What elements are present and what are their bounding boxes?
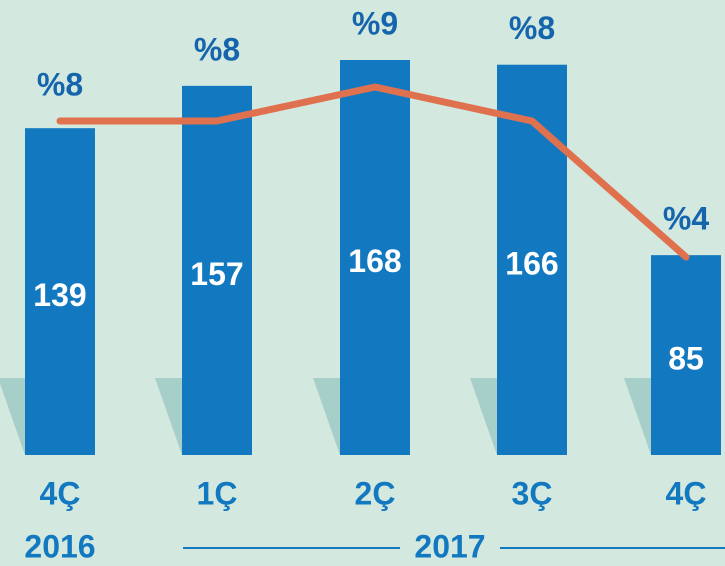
bar-value-label: 168 bbox=[348, 243, 401, 279]
line-value-label: %8 bbox=[509, 10, 555, 46]
bar-value-label: 139 bbox=[33, 277, 86, 313]
x-tick-label: 2Ç bbox=[355, 475, 396, 511]
line-value-label: %9 bbox=[352, 5, 398, 41]
bar-shadow bbox=[470, 378, 497, 455]
bar-value-label: 157 bbox=[190, 256, 243, 292]
bar-value-label: 85 bbox=[668, 341, 704, 377]
x-tick-label: 1Ç bbox=[197, 475, 238, 511]
line-value-label: %4 bbox=[663, 201, 709, 237]
bar-shadow bbox=[155, 378, 182, 455]
line bbox=[56, 83, 690, 261]
bar-shadow bbox=[0, 378, 25, 455]
line-value-label: %8 bbox=[194, 31, 240, 67]
bar bbox=[497, 64, 567, 455]
group-label: 2017 bbox=[414, 528, 485, 564]
bar bbox=[182, 85, 252, 455]
x-tick-label: 3Ç bbox=[512, 475, 553, 511]
group-label: 2016 bbox=[24, 528, 95, 564]
bar-shadow bbox=[624, 378, 651, 455]
bar bbox=[340, 60, 410, 455]
line-value-label: %8 bbox=[37, 66, 83, 102]
bar bbox=[25, 128, 95, 456]
bar-shadow bbox=[313, 378, 340, 455]
x-tick-label: 4Ç bbox=[40, 475, 81, 511]
bar bbox=[651, 255, 721, 455]
decoration bbox=[0, 378, 651, 455]
bar-value-label: 166 bbox=[505, 245, 558, 281]
x-tick-label: 4Ç bbox=[666, 475, 707, 511]
